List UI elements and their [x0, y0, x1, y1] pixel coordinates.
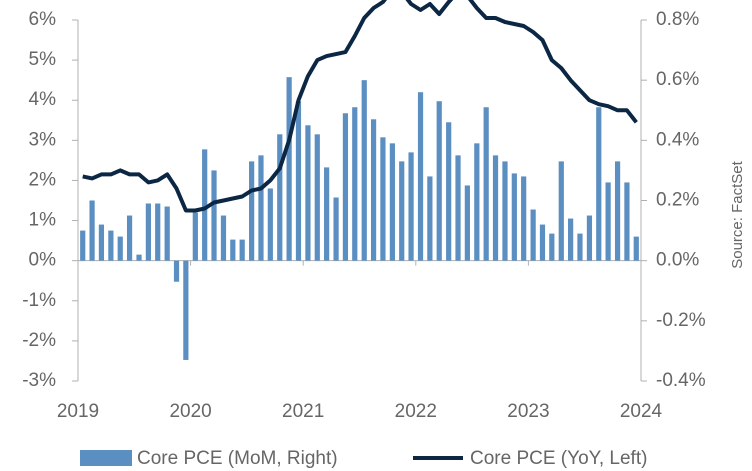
bar: [511, 173, 517, 261]
y2-tick-label: 0.6%: [656, 69, 699, 90]
bar: [108, 230, 114, 261]
x-tick-label: 2019: [57, 401, 99, 422]
legend-label: Core PCE (YoY, Left): [470, 448, 647, 469]
bar: [380, 137, 386, 261]
x-tick-label: 2022: [395, 401, 437, 422]
bar: [474, 143, 480, 261]
bar: [267, 188, 273, 261]
bar: [361, 80, 367, 261]
legend-label: Core PCE (MoM, Right): [137, 448, 338, 469]
bar: [614, 161, 621, 261]
x-tick-label: 2020: [169, 401, 211, 422]
bar: [277, 134, 283, 261]
bar: [417, 92, 424, 261]
bar: [89, 200, 95, 261]
x-tick-label: 2023: [507, 401, 549, 422]
bar: [624, 182, 630, 261]
bar: [427, 176, 433, 261]
bar: [173, 260, 180, 282]
bar: [596, 107, 602, 261]
bar: [333, 197, 339, 261]
bar: [155, 203, 161, 261]
bar: [342, 113, 349, 261]
bar: [145, 203, 151, 261]
source: Source: FactSet: [729, 160, 746, 268]
bar: [258, 155, 264, 261]
y2-tick-label: 0.4%: [656, 129, 699, 150]
bar: [586, 215, 593, 261]
bar: [126, 215, 133, 261]
bar: [183, 260, 189, 360]
y2-tick-label: -0.2%: [656, 310, 706, 331]
bar: [577, 233, 583, 261]
bar: [399, 161, 405, 261]
legend-swatch: [80, 450, 132, 466]
y-tick-label: 0%: [29, 250, 57, 271]
bar: [568, 218, 574, 261]
bar: [633, 236, 639, 261]
bar: [305, 125, 311, 261]
bar: [220, 215, 227, 261]
bar: [286, 77, 292, 261]
bar: [492, 155, 499, 261]
bar: [464, 185, 470, 261]
bar: [80, 230, 86, 261]
y-tick-label: -3%: [22, 370, 56, 391]
bar: [370, 119, 377, 261]
y-tick-label: 3%: [29, 129, 57, 150]
y-tick-label: 4%: [29, 89, 57, 110]
bar: [549, 233, 555, 261]
y-tick-label: 2%: [29, 169, 57, 190]
y-tick-label: -2%: [22, 330, 56, 351]
bar: [558, 161, 564, 261]
bar: [483, 107, 489, 261]
y-tick-label: -1%: [22, 290, 56, 311]
bar: [211, 170, 217, 261]
bar: [117, 236, 123, 261]
bar: [239, 239, 245, 261]
bar: [530, 209, 536, 261]
bar: [436, 101, 442, 261]
bar: [502, 161, 508, 261]
y2-tick-label: -0.4%: [656, 370, 706, 391]
bar: [352, 107, 358, 261]
bar: [295, 101, 302, 261]
bar: [314, 134, 320, 261]
y2-tick-label: 0.8%: [656, 9, 699, 30]
bar: [164, 206, 170, 261]
bar: [324, 167, 330, 261]
line: [82, 0, 638, 213]
y2-tick-label: 0.2%: [656, 190, 699, 211]
bar: [136, 254, 142, 261]
y-tick-label: 5%: [29, 49, 57, 70]
bar: [455, 155, 461, 261]
bar: [98, 224, 105, 261]
bar: [408, 152, 414, 261]
x-tick-label: 2021: [282, 401, 324, 422]
bar: [249, 161, 255, 261]
bar: [539, 224, 546, 261]
bar: [521, 176, 527, 261]
bar: [605, 182, 611, 261]
bar: [389, 143, 395, 261]
bar: [446, 122, 452, 261]
bar: [202, 149, 208, 261]
y2-tick-label: 0.0%: [656, 250, 699, 271]
x-tick-label: 2024: [620, 401, 663, 422]
y-tick-label: 6%: [29, 9, 57, 30]
bar: [230, 239, 236, 261]
bar: [192, 212, 198, 261]
y-tick-label: 1%: [29, 210, 57, 231]
